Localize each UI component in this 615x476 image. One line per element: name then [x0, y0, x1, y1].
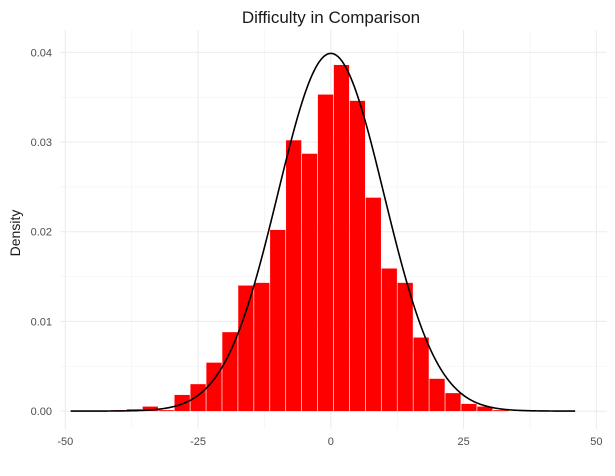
chart-title: Difficulty in Comparison: [242, 8, 420, 27]
y-axis-label: Density: [7, 210, 23, 257]
x-tick-label: -50: [57, 436, 73, 448]
x-tick-label: 25: [457, 436, 469, 448]
y-axis-ticks: 0.00 0.01 0.02 0.03 0.04: [31, 47, 52, 418]
histogram-bar: [365, 197, 381, 412]
histogram-bar: [429, 378, 445, 412]
x-tick-label: 0: [328, 436, 334, 448]
histogram-bar: [477, 406, 493, 412]
x-tick-label: 50: [590, 436, 602, 448]
histogram-bar: [286, 140, 302, 412]
histogram-bar: [158, 410, 174, 412]
histogram-bar: [238, 285, 254, 412]
histogram-bar: [413, 337, 429, 412]
y-tick-label: 0.03: [31, 137, 52, 149]
histogram-bars: [110, 64, 509, 412]
histogram-bar: [301, 153, 318, 412]
density-curve-line: [70, 52, 576, 412]
histogram-bar: [174, 394, 190, 412]
histogram-bar: [397, 282, 413, 412]
histogram-bar: [333, 64, 350, 412]
histogram-bar: [142, 406, 158, 412]
x-tick-label: -25: [190, 436, 206, 448]
grid: [60, 30, 607, 429]
x-axis-ticks: -50 -25 0 25 50: [57, 436, 602, 448]
histogram-bar: [493, 410, 509, 412]
y-tick-label: 0.02: [31, 227, 52, 239]
y-tick-label: 0.01: [31, 316, 52, 328]
histogram-bar: [254, 282, 270, 412]
y-tick-label: 0.00: [31, 406, 52, 418]
histogram-bar: [270, 229, 286, 412]
histogram-bar: [461, 403, 477, 412]
histogram-bar: [445, 393, 461, 412]
histogram-bar: [349, 100, 366, 412]
histogram-bar: [190, 384, 206, 412]
histogram-bar: [381, 268, 397, 412]
histogram-bar: [222, 332, 238, 412]
y-tick-label: 0.04: [31, 47, 52, 59]
histogram-bar: [317, 94, 334, 412]
density-curve: [70, 52, 576, 412]
